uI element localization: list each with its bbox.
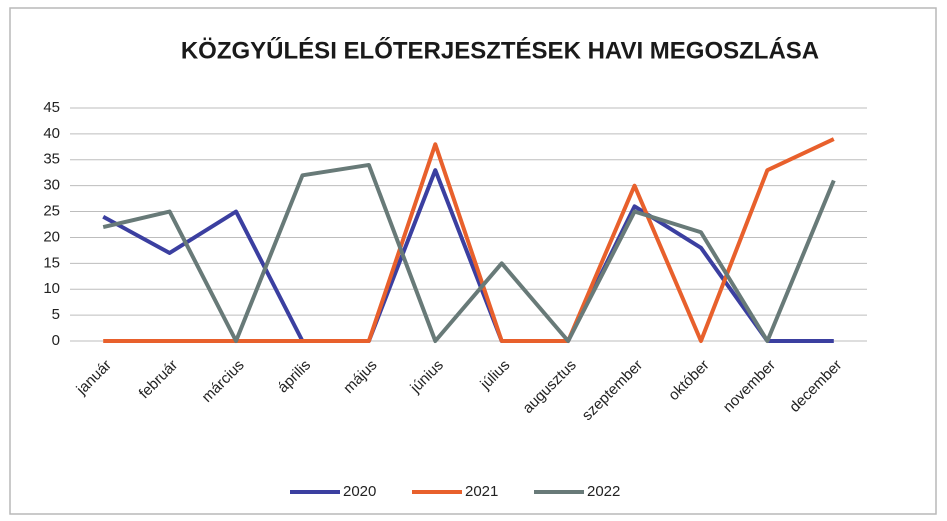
series-line: [103, 137, 835, 343]
y-tick-label: 10: [43, 280, 60, 297]
y-tick-label: 0: [52, 332, 60, 349]
y-tick-label: 30: [43, 177, 60, 194]
y-tick-label: 15: [43, 254, 60, 271]
y-tick-label: 5: [52, 306, 60, 323]
y-tick-label: 25: [43, 203, 60, 220]
y-tick-label: 20: [43, 228, 60, 245]
y-tick-label: 45: [43, 99, 60, 116]
y-tick-label: 35: [43, 151, 60, 168]
legend-label: 2020: [343, 483, 376, 500]
series-line: [102, 162, 836, 343]
legend-label: 2021: [465, 483, 498, 500]
series-line: [102, 168, 834, 343]
y-tick-label: 40: [43, 125, 60, 142]
chart-title: KÖZGYŰLÉSI ELŐTERJESZTÉSEK HAVI MEGOSZLÁ…: [181, 36, 819, 64]
legend-label: 2022: [587, 483, 620, 500]
